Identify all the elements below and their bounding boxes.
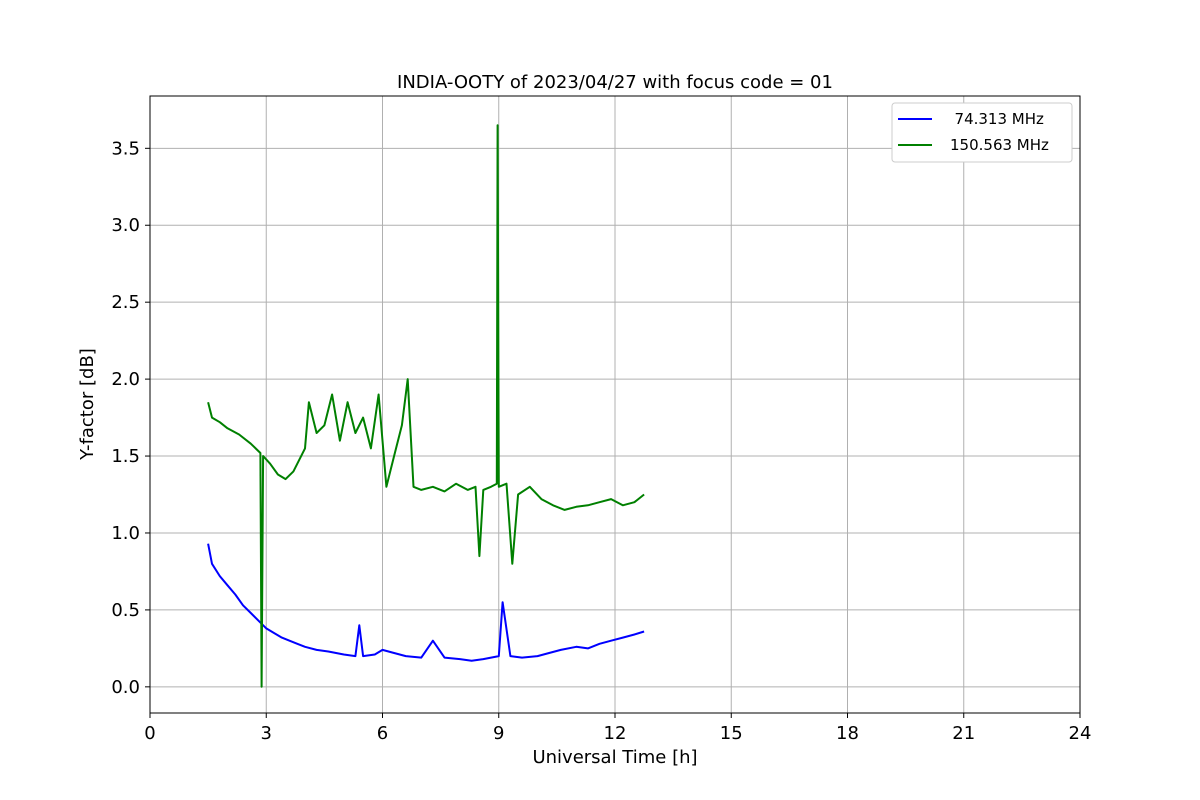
y-tick-label: 1.0 [111,523,140,544]
x-tick-label: 15 [720,723,743,744]
legend-label-74mhz: 74.313 MHz [945,110,1044,128]
series-layer [207,124,645,688]
y-tick-label: 1.5 [111,446,140,467]
x-tick-label: 6 [377,723,388,744]
legend: 74.313 MHz 150.563 MHz [891,102,1073,163]
y-tick-label: 2.0 [111,369,140,390]
x-tick-label: 12 [604,723,627,744]
series-line-150mhz [207,124,645,688]
x-tick-label: 24 [1069,723,1092,744]
x-tick-label: 3 [261,723,272,744]
y-tick-label: 0.5 [111,600,140,621]
y-tick-label: 0.0 [111,677,140,698]
series-line-74mhz [207,543,645,662]
chart-title: INDIA-OOTY of 2023/04/27 with focus code… [397,72,833,93]
x-tick-label: 21 [952,723,975,744]
legend-label-150mhz: 150.563 MHz [950,136,1049,154]
y-axis-label: Y-factor [dB] [77,348,98,461]
y-tick-label: 3.5 [111,138,140,159]
y-tick-label: 3.0 [111,215,140,236]
y-tick-label: 2.5 [111,292,140,313]
x-axis-label: Universal Time [h] [532,747,697,768]
axis-ticks: 0 3 6 9 12 15 18 21 24 0.0 0.5 1.0 1.5 2.0 2.5 3.0 3.5 [111,138,1091,744]
x-tick-label: 18 [836,723,859,744]
x-tick-label: 9 [493,723,504,744]
x-tick-label: 0 [144,723,155,744]
legend-box [891,102,1073,163]
